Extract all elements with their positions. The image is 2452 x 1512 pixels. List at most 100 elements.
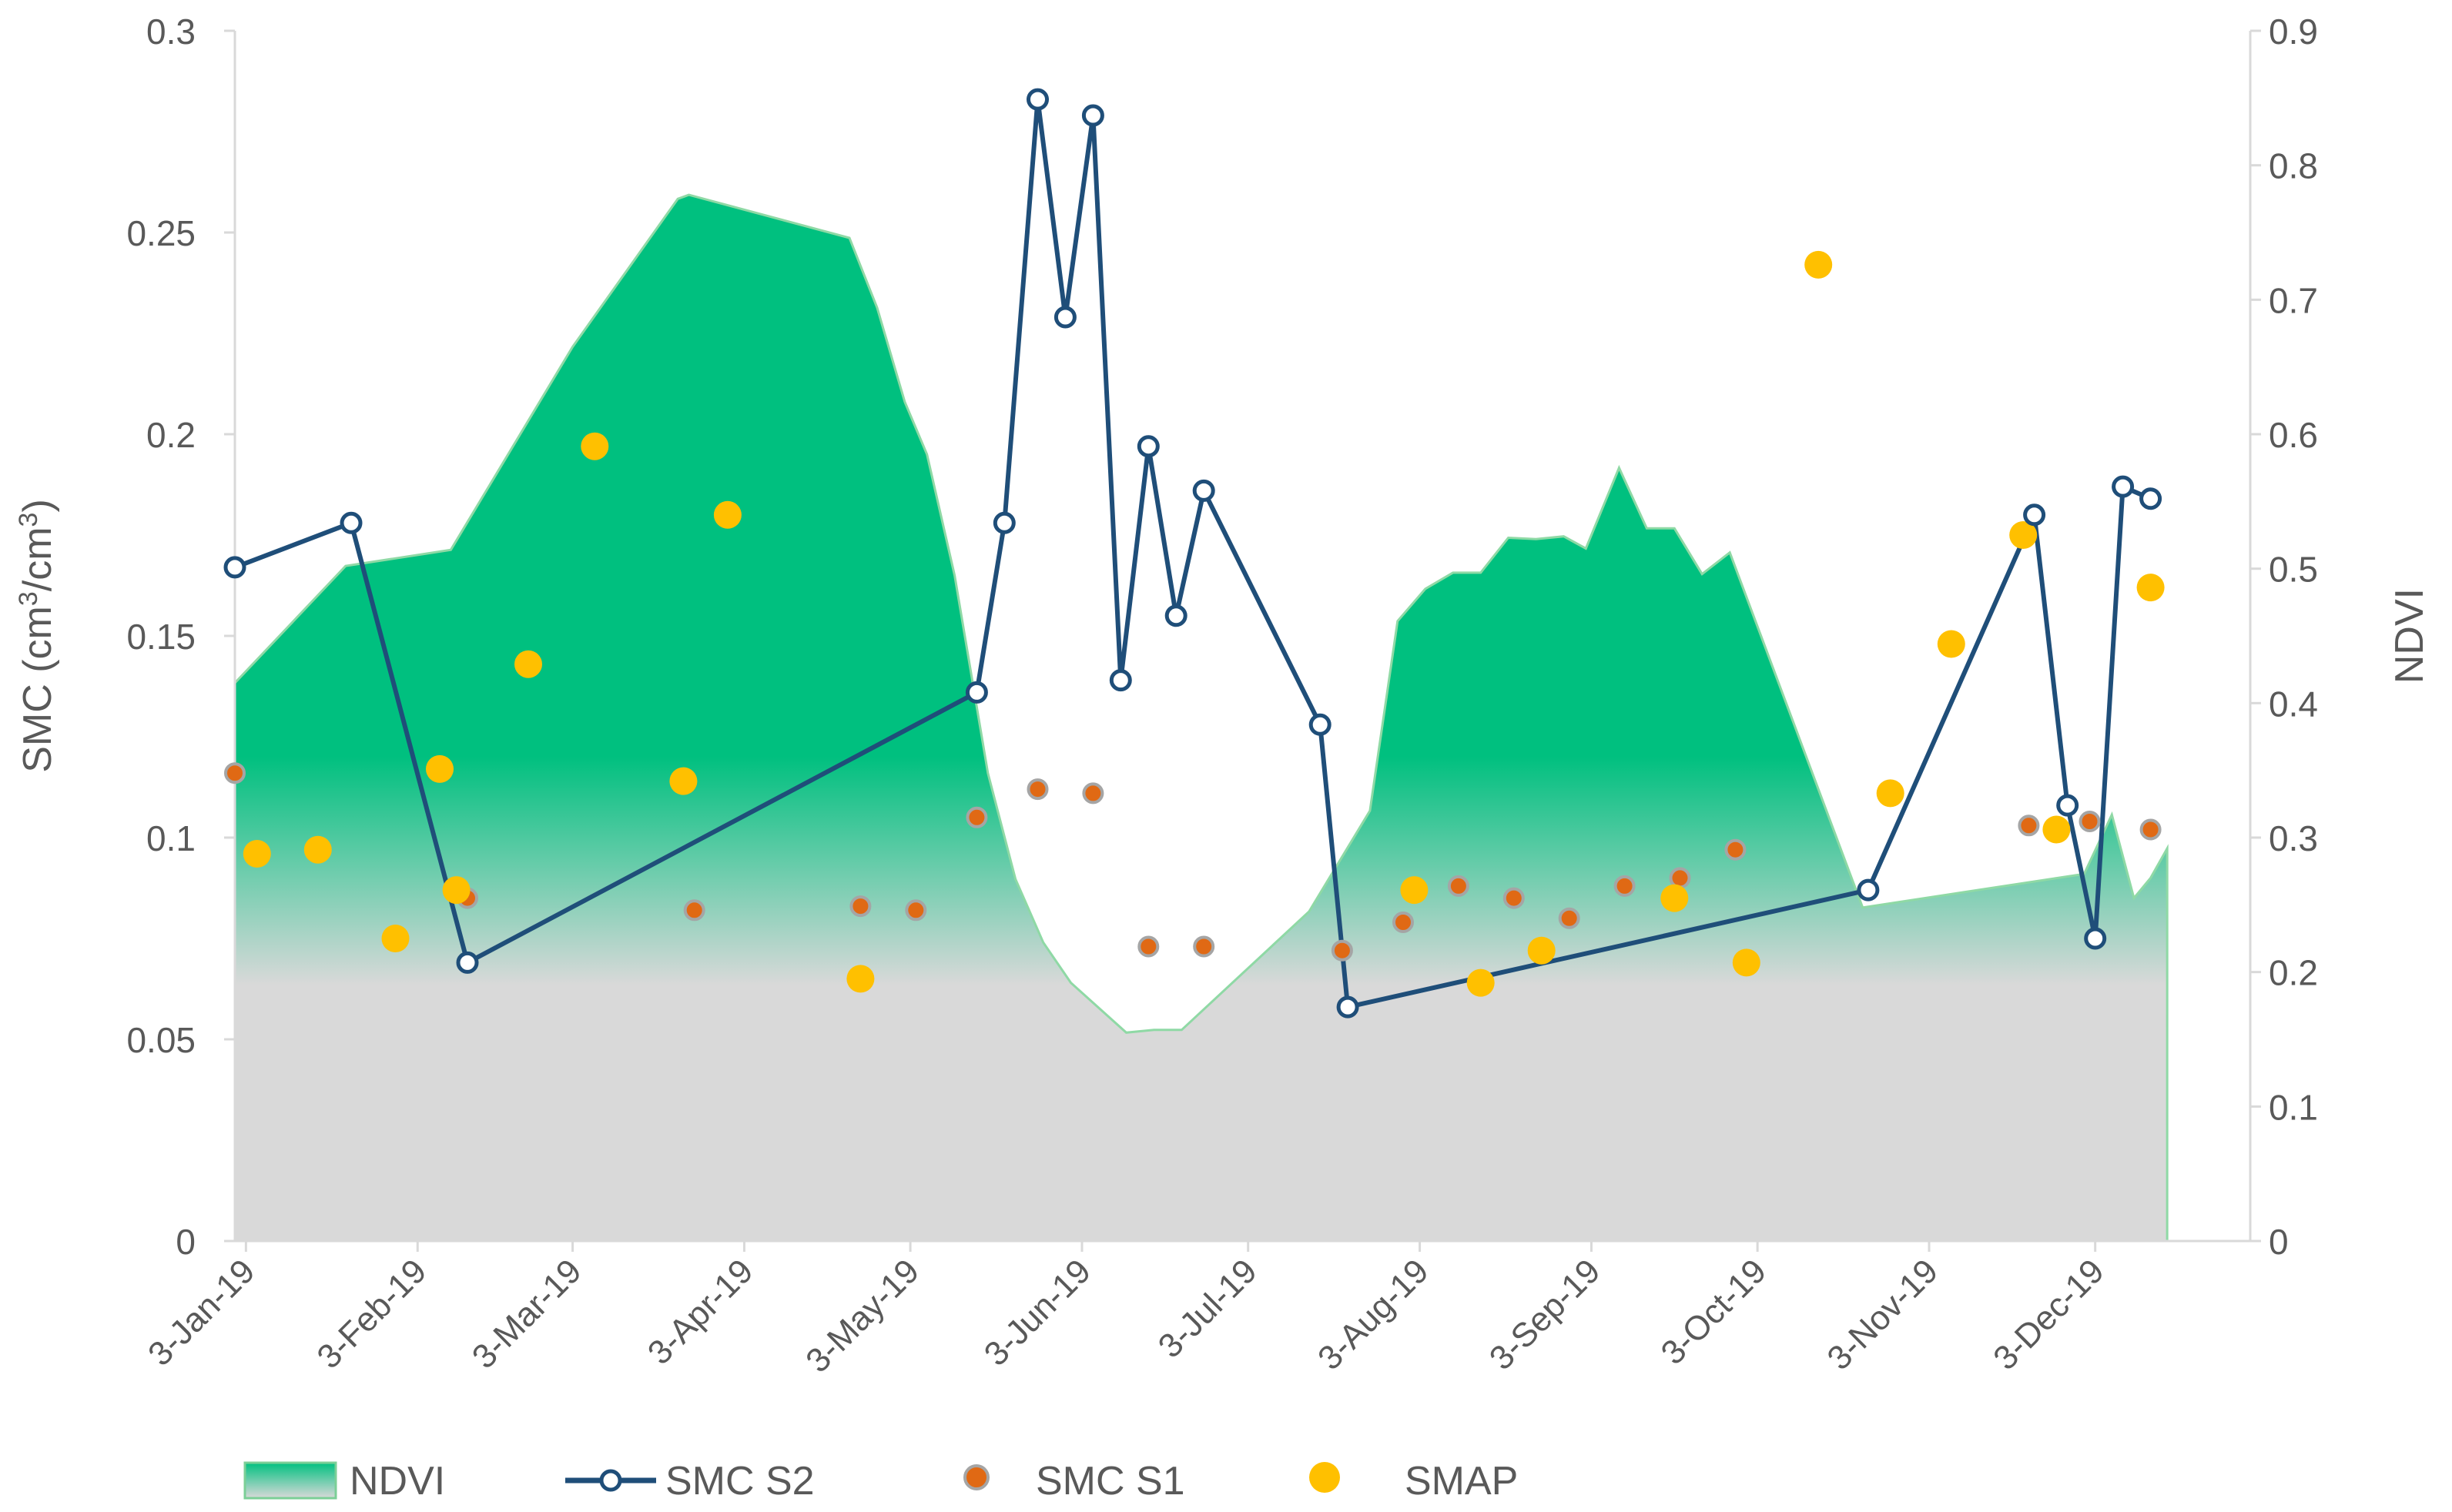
smap-point [669, 767, 698, 795]
legend-item-smap: SMAP [1309, 1459, 1518, 1504]
smc-s2-point [340, 511, 363, 534]
smc-s1-point [1082, 782, 1104, 805]
smc-s2-point [1053, 306, 1077, 329]
x-tick-label: 3-Jun-19 [977, 1252, 1098, 1373]
smap-point [846, 965, 875, 993]
y-right-tick-label: 0.5 [2269, 550, 2318, 590]
y-right-tick-label: 0.4 [2269, 684, 2318, 724]
x-tick-label: 3-Jul-19 [1151, 1252, 1265, 1365]
ndvi-area [233, 193, 2169, 1243]
smc-s1-point [1392, 912, 1414, 933]
y-axis-left-title-sup1: 3 [14, 591, 43, 606]
smc-s1-point [1558, 907, 1580, 929]
y-axis-left-title-sup2: 3 [14, 513, 43, 527]
x-tick-label: 3-Feb-19 [310, 1252, 434, 1376]
y-axis-left-title-mid: /cm [15, 527, 60, 591]
smc-s1-point [1447, 875, 1469, 897]
smap-point [1876, 779, 1904, 808]
smc-s1-point [1724, 838, 1747, 861]
smc-s1-point [224, 762, 246, 784]
smc-s2-point [993, 511, 1016, 534]
smc-s2-point [2139, 487, 2162, 510]
x-tick-label: 3-Nov-19 [1820, 1252, 1945, 1377]
legend-swatch-smc-s1 [963, 1464, 990, 1490]
x-tick-label: 3-Mar-19 [465, 1252, 589, 1376]
x-tick-label: 3-Apr-19 [641, 1252, 761, 1372]
y-left-tick-label: 0.15 [126, 617, 196, 657]
x-tick-label: 3-Sep-19 [1482, 1252, 1608, 1377]
smc-s2-line [233, 97, 2152, 1010]
smc-s2-point [1192, 479, 1215, 502]
smc-s1-point [1193, 935, 1215, 958]
smap-point [1527, 936, 1556, 965]
y-left-tick-label: 0.25 [126, 213, 196, 253]
smap-point [1466, 968, 1495, 997]
legend-label-smap: SMAP [1405, 1459, 1518, 1504]
x-tick-label: 3-Jan-19 [141, 1252, 262, 1373]
y-right-tick-label: 0.8 [2269, 146, 2318, 186]
axes [224, 29, 2261, 1252]
smc-s1-point [905, 899, 927, 922]
smc-s1-point [2139, 818, 2162, 841]
legend-label-smc-s2: SMC S2 [665, 1459, 815, 1504]
smap-point [2136, 574, 2165, 602]
smap-point [1804, 250, 1833, 279]
smc-s1-point [966, 806, 988, 828]
smc-s2-point [1308, 713, 1332, 736]
y-axis-left-title: SMC (cm3/cm3) [14, 499, 60, 773]
smc-s2-point [456, 951, 479, 974]
x-tick-label: 3-Dec-19 [1986, 1252, 2112, 1377]
y-left-tick-label: 0.1 [146, 818, 196, 858]
x-tick-label: 3-May-19 [799, 1252, 926, 1380]
smap-point [1732, 948, 1760, 977]
legend-label-smc-s1: SMC S1 [1036, 1459, 1185, 1504]
smc-s1-point [1331, 939, 1353, 962]
ndvi-area-layer [233, 193, 2169, 1243]
y-axis-right-title: NDVI [2387, 588, 2432, 684]
legend-swatch-ndvi [243, 1461, 337, 1500]
smap-point [1400, 876, 1429, 905]
smc-s1-point [2018, 815, 2040, 837]
y-right-tick-label: 0 [2269, 1222, 2289, 1262]
smc-s1-point [2079, 811, 2101, 832]
smc-s1-point [1137, 935, 1160, 958]
x-tick-label: 3-Aug-19 [1311, 1252, 1436, 1377]
legend-item-smc-s1: SMC S1 [963, 1459, 1185, 1504]
y-left-tick-label: 0 [176, 1222, 196, 1262]
y-left-tick-label: 0.2 [146, 415, 196, 455]
smc-s1-point [849, 895, 872, 918]
legend-item-smc-s2: SMC S2 [565, 1459, 815, 1504]
legend-label-ndvi: NDVI [350, 1459, 445, 1504]
smap-point [1660, 884, 1689, 912]
smc-s2-point [2112, 475, 2135, 498]
smc-s1-point [1502, 887, 1525, 909]
smap-point [713, 500, 742, 529]
smc-s1-point [683, 899, 705, 922]
smap-layer [243, 250, 2165, 997]
smc-s2-markers [223, 88, 2162, 1019]
smap-point [381, 925, 410, 952]
smc-s2-point [1164, 604, 1187, 627]
smc-s2-point [1109, 669, 1132, 692]
y-axis-left-title-base: SMC (cm [15, 606, 60, 773]
y-right-tick-label: 0.7 [2269, 280, 2318, 320]
y-axis-left-title-end: ) [15, 499, 60, 512]
smap-point [2042, 815, 2071, 844]
smc-s2-point [1336, 995, 1359, 1019]
smc-s2-point [1857, 878, 1880, 902]
y-right-tick-label: 0.9 [2269, 12, 2318, 52]
smc-s2-layer [233, 97, 2152, 1010]
smc-s2-point [1027, 88, 1049, 111]
smap-point [442, 876, 471, 905]
y-right-tick-label: 0.1 [2269, 1087, 2318, 1127]
y-right-tick-label: 0.6 [2269, 415, 2318, 455]
smc-s2-point [1137, 435, 1160, 458]
smc-s2-point [2084, 927, 2107, 950]
smap-point [303, 835, 332, 864]
smc-s1-point [1027, 778, 1049, 801]
legend: NDVI SMC S2 SMC S1 SMAP [243, 1459, 1518, 1504]
y-left-tick-label: 0.3 [146, 12, 196, 52]
legend-item-ndvi: NDVI [243, 1459, 445, 1504]
smap-point [1937, 630, 1965, 658]
